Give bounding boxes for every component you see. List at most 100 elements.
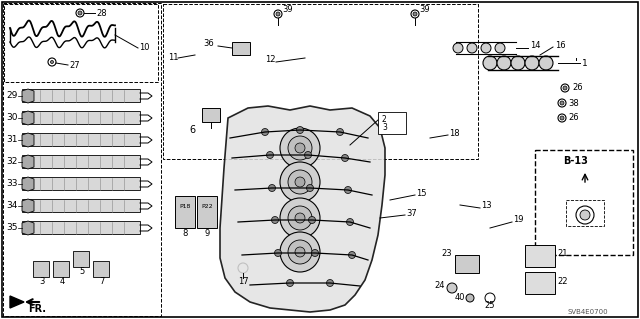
Text: 11: 11 <box>168 54 179 63</box>
Polygon shape <box>22 177 34 191</box>
Bar <box>163 4 478 159</box>
Polygon shape <box>22 199 34 213</box>
Polygon shape <box>220 106 385 312</box>
Bar <box>22 155 140 168</box>
Text: 28: 28 <box>96 9 107 18</box>
Text: 15: 15 <box>416 189 426 197</box>
Text: 26: 26 <box>572 84 582 93</box>
Circle shape <box>288 240 312 264</box>
Bar <box>22 177 140 190</box>
Circle shape <box>280 198 320 238</box>
Bar <box>232 42 250 55</box>
Bar <box>378 112 406 134</box>
Text: 29: 29 <box>6 92 18 100</box>
Text: 40: 40 <box>454 293 465 302</box>
Text: 17: 17 <box>237 277 248 286</box>
Text: 33: 33 <box>6 180 18 189</box>
Circle shape <box>271 217 278 224</box>
Text: 14: 14 <box>530 41 541 50</box>
Bar <box>3 3 161 316</box>
Text: 13: 13 <box>481 202 492 211</box>
Circle shape <box>511 56 525 70</box>
Text: P22: P22 <box>201 204 213 209</box>
Circle shape <box>51 61 54 63</box>
Bar <box>566 200 604 226</box>
Circle shape <box>305 152 312 159</box>
Text: 6: 6 <box>189 125 195 135</box>
Circle shape <box>495 43 505 53</box>
Circle shape <box>563 86 567 90</box>
Text: FR.: FR. <box>28 304 46 314</box>
Circle shape <box>447 283 457 293</box>
Bar <box>53 261 69 277</box>
Circle shape <box>326 279 333 286</box>
Circle shape <box>295 143 305 153</box>
Polygon shape <box>22 155 34 169</box>
Bar <box>93 261 109 277</box>
Polygon shape <box>22 89 34 103</box>
Bar <box>22 221 140 234</box>
Text: 32: 32 <box>6 158 18 167</box>
Text: 9: 9 <box>204 229 210 239</box>
Circle shape <box>466 294 474 302</box>
Circle shape <box>467 43 477 53</box>
Text: 2: 2 <box>382 115 387 123</box>
Circle shape <box>342 154 349 161</box>
Bar <box>455 255 479 273</box>
Text: 16: 16 <box>555 41 566 49</box>
Polygon shape <box>22 221 34 235</box>
Text: P18: P18 <box>179 204 191 209</box>
Circle shape <box>413 12 417 16</box>
Text: 10: 10 <box>139 43 150 53</box>
Text: 38: 38 <box>568 99 579 108</box>
Text: 27: 27 <box>69 61 79 70</box>
Text: 25: 25 <box>484 301 495 310</box>
Text: 18: 18 <box>449 129 460 137</box>
Bar <box>197 196 217 228</box>
Bar <box>22 133 140 146</box>
Text: 21: 21 <box>557 249 568 258</box>
Circle shape <box>288 136 312 160</box>
Circle shape <box>266 152 273 159</box>
Text: 30: 30 <box>6 114 18 122</box>
Text: SVB4E0700: SVB4E0700 <box>568 309 609 315</box>
Circle shape <box>308 217 316 224</box>
Circle shape <box>276 12 280 16</box>
Text: B-13: B-13 <box>563 156 588 166</box>
Polygon shape <box>22 133 34 147</box>
Circle shape <box>280 128 320 168</box>
Bar <box>202 108 220 122</box>
Circle shape <box>288 170 312 194</box>
Circle shape <box>349 251 355 258</box>
Polygon shape <box>10 20 115 48</box>
Circle shape <box>539 56 553 70</box>
Circle shape <box>295 213 305 223</box>
Bar <box>175 196 195 228</box>
Text: 36: 36 <box>203 40 214 48</box>
Text: 1: 1 <box>582 58 588 68</box>
Text: 37: 37 <box>406 209 417 218</box>
Text: 22: 22 <box>557 277 568 286</box>
Circle shape <box>262 129 269 136</box>
Text: 24: 24 <box>435 281 445 291</box>
Text: 26: 26 <box>568 114 579 122</box>
Bar <box>525 272 555 294</box>
Bar <box>22 199 140 212</box>
Circle shape <box>287 279 294 286</box>
Circle shape <box>269 184 275 191</box>
Circle shape <box>453 43 463 53</box>
Bar <box>535 150 633 255</box>
Text: 7: 7 <box>99 278 105 286</box>
Bar <box>525 245 555 267</box>
Circle shape <box>78 11 82 15</box>
Bar <box>73 251 89 267</box>
Text: 23: 23 <box>442 249 452 257</box>
Circle shape <box>307 184 314 191</box>
Text: 8: 8 <box>182 229 188 239</box>
Text: 39: 39 <box>282 5 292 14</box>
Circle shape <box>481 43 491 53</box>
Text: 3: 3 <box>39 278 45 286</box>
Circle shape <box>288 206 312 230</box>
Text: 4: 4 <box>60 278 65 286</box>
Circle shape <box>525 56 539 70</box>
